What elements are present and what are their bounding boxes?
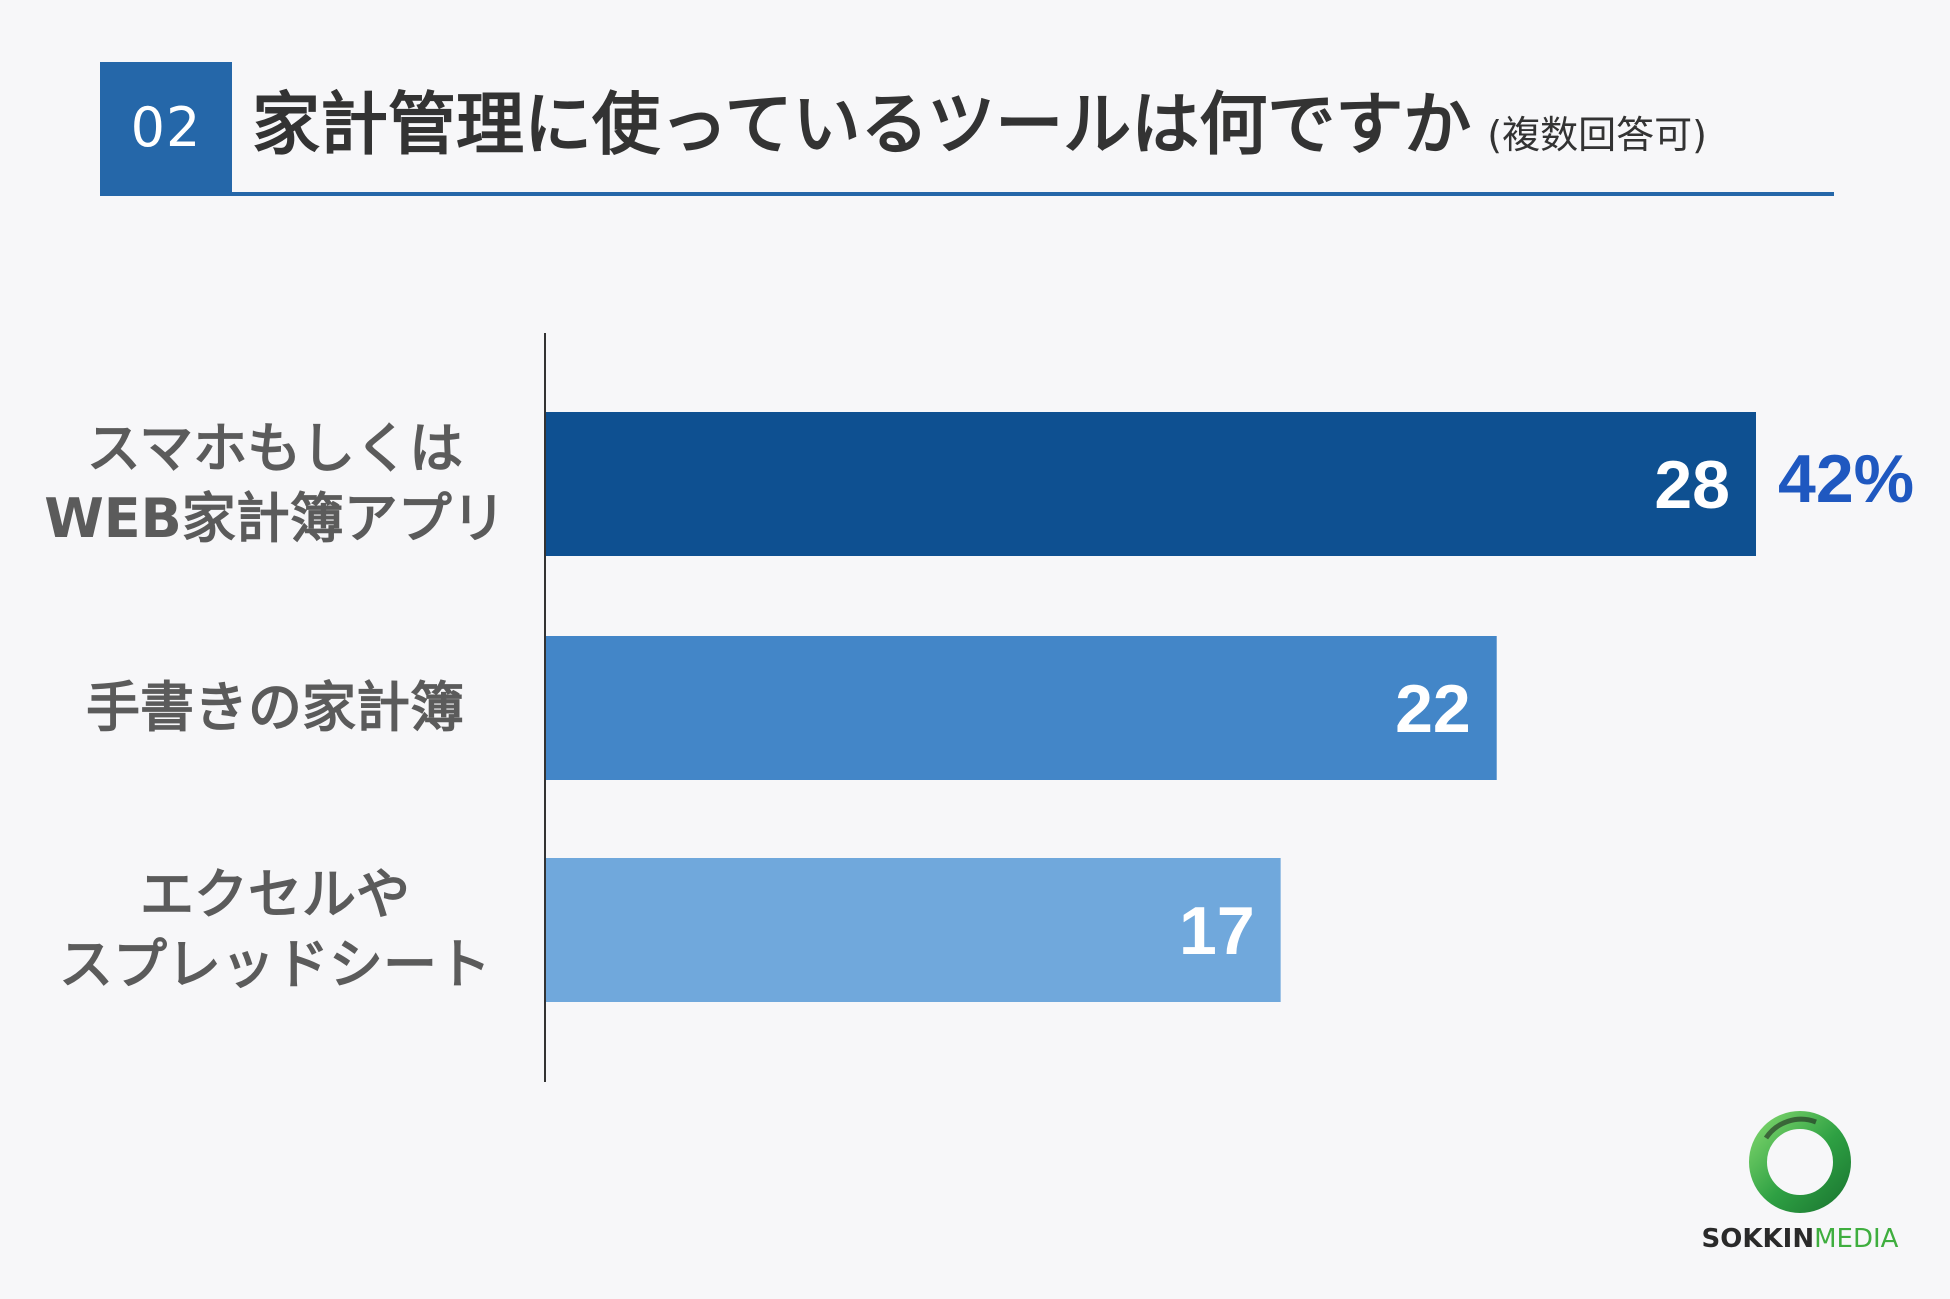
category-label-line: スマホもしくは	[86, 417, 464, 480]
chart-title-text: 家計管理に使っているツールは何ですか	[252, 86, 1472, 165]
category-label-line: エクセルや	[140, 863, 410, 926]
green-ring-logo-icon	[1749, 1111, 1851, 1213]
category-label-1: スマホもしくは WEB家計簿アプリ	[20, 414, 530, 554]
bar-value-label-1: 28	[1654, 447, 1730, 523]
logo-word-sokkin: SOKKIN	[1701, 1224, 1815, 1254]
sokkin-media-logo: SOKKINMEDIA	[1680, 1100, 1920, 1270]
bar-value-label-3: 17	[1179, 893, 1255, 969]
category-label-line: 手書きの家計簿	[86, 676, 464, 739]
bar-2	[546, 636, 1497, 780]
logo-wordmark: SOKKINMEDIA	[1680, 1224, 1920, 1254]
bar-3	[546, 858, 1281, 1002]
question-number: 02	[100, 62, 232, 194]
chart-header: 02 家計管理に使っているツールは何ですか (複数回答可)	[100, 62, 1834, 196]
bar-1	[546, 412, 1756, 556]
logo-word-media: MEDIA	[1814, 1224, 1899, 1254]
category-label-line: WEB家計簿アプリ	[44, 487, 506, 550]
header-rule	[100, 192, 1834, 196]
percent-annotation-1: 42%	[1778, 441, 1914, 517]
category-label-3: エクセルやスプレッドシート	[20, 860, 530, 1000]
category-label-2: 手書きの家計簿	[20, 673, 530, 743]
chart-title: 家計管理に使っているツールは何ですか (複数回答可)	[252, 84, 1707, 177]
bar-value-label-2: 22	[1395, 671, 1471, 747]
category-label-line: スプレッドシート	[59, 933, 491, 996]
chart-subtitle: (複数回答可)	[1487, 113, 1707, 157]
